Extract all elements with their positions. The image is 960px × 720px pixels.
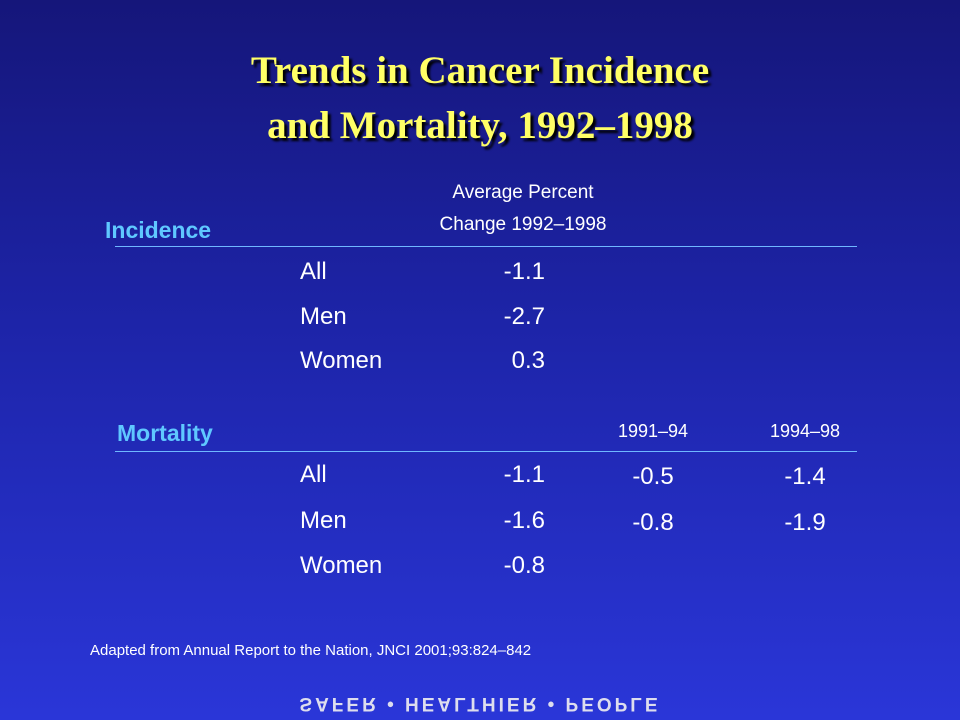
period-header: 1994–98 — [769, 421, 841, 441]
row-label: All — [300, 461, 327, 488]
row-value: -1.1 — [503, 258, 545, 285]
row-label: Men — [300, 506, 347, 534]
footer-logo: SAFER • HEALTHIER • PEOPLE — [299, 693, 661, 714]
period-value: -1.9 — [784, 508, 826, 536]
row-label: Women — [300, 347, 383, 374]
title-line: Trends in Cancer Incidence — [250, 49, 710, 92]
period-value: -1.4 — [784, 463, 826, 490]
section-label: Mortality — [117, 420, 213, 446]
row-value: -2.7 — [503, 302, 545, 330]
period-value: -0.5 — [632, 463, 674, 490]
title-line: and Mortality, 1992–1998 — [267, 104, 693, 147]
divider — [115, 246, 857, 247]
divider — [115, 451, 857, 452]
row-value: -0.8 — [503, 552, 545, 579]
row-label: Women — [300, 552, 383, 579]
row-label: Men — [300, 302, 347, 330]
row-value: -1.6 — [503, 506, 545, 534]
period-header: 1991–94 — [617, 421, 689, 441]
section-label: Incidence — [105, 217, 212, 243]
period-value: -0.8 — [632, 508, 674, 536]
row-value: 0.3 — [511, 347, 545, 374]
column-header: Average Percent — [452, 182, 594, 203]
row-value: -1.1 — [503, 461, 545, 488]
column-header: Change 1992–1998 — [439, 214, 607, 235]
row-label: All — [300, 258, 327, 285]
footnote: Adapted from Annual Report to the Nation… — [90, 642, 532, 659]
